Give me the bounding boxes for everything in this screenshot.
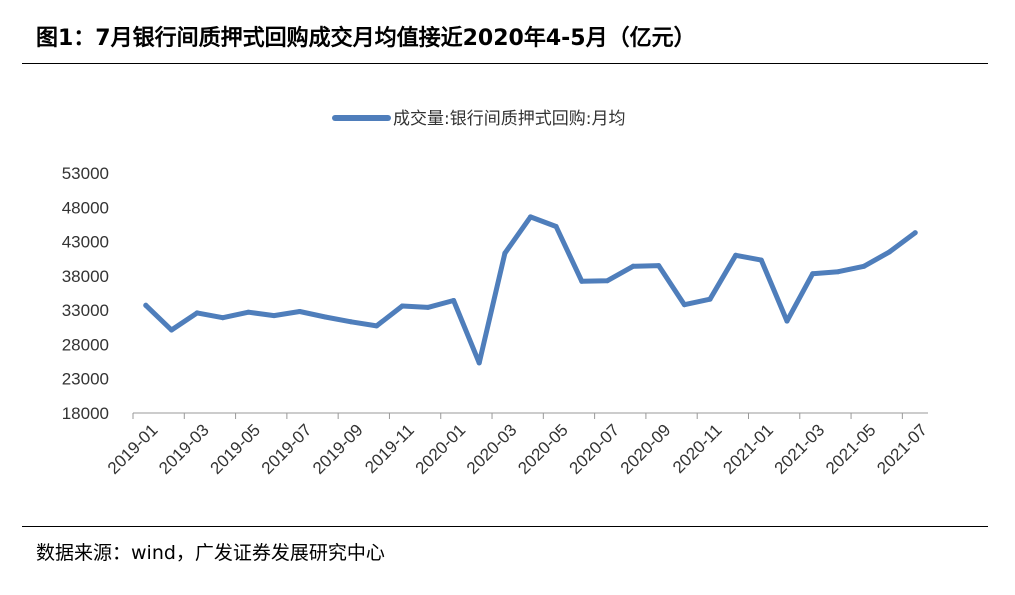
x-tick-label: 2020-11 [669,420,726,477]
data-point [912,230,918,236]
data-point [348,319,354,325]
top-rule [22,63,988,64]
data-point [604,278,610,284]
data-point [220,315,226,321]
source-note: 数据来源：wind，广发证券发展研究中心 [36,542,385,564]
data-point [271,313,277,319]
data-point [374,323,380,329]
y-tick-label: 28000 [62,335,109,354]
y-tick-label: 38000 [62,267,109,286]
x-tick-label: 2021-01 [719,420,777,478]
data-point [681,302,687,308]
y-axis: 18000 23000 28000 33000 38000 43000 48000 53000 [62,164,109,423]
data-point [810,271,816,277]
data-point [579,278,585,284]
x-tick-label: 2021-07 [873,420,931,478]
data-point [297,309,303,314]
data-point [143,302,149,308]
y-tick-label: 33000 [62,301,109,320]
y-tick-label: 18000 [62,404,109,423]
bottom-rule [22,526,988,527]
x-tick-label: 2019-11 [361,420,418,477]
data-point [194,310,200,316]
x-tick-label: 2019-03 [155,420,213,478]
y-tick-label: 53000 [62,164,109,183]
series-layer [143,214,918,366]
x-tick-label: 2020-01 [412,420,470,478]
y-tick-label: 43000 [62,233,109,252]
data-point [835,269,841,275]
x-tick-label: 2019-01 [104,420,162,478]
x-tick-label: 2021-03 [771,420,829,478]
data-point [528,214,533,220]
legend-label: 成交量:银行间质押式回购:月均 [393,109,625,129]
y-tick-label: 48000 [62,198,109,217]
data-point [399,303,405,309]
x-tick-label: 2020-09 [617,420,675,478]
x-tick-label: 2020-03 [463,420,521,478]
data-point [656,263,662,269]
data-point [733,252,739,258]
x-tick-label: 2021-05 [822,420,880,478]
data-point [169,327,174,333]
data-point [758,257,764,263]
data-point [707,296,713,302]
data-point [784,318,790,324]
data-point [630,263,636,269]
x-tick-label: 2019-05 [207,420,265,478]
series-line [143,214,918,366]
data-point [322,314,328,320]
figure-title: 图1：7月银行间质押式回购成交月均值接近2020年4-5月（亿元） [36,26,696,51]
data-point [502,250,508,256]
data-point [476,360,482,366]
data-point [451,298,457,303]
y-tick-label: 23000 [62,370,109,389]
data-point [861,263,867,269]
x-tick-label: 2019-09 [309,420,367,478]
data-point [425,304,431,310]
data-point [887,249,892,255]
x-tick-label: 2020-05 [514,420,572,478]
data-point [553,224,559,229]
data-point [245,309,251,315]
chart-legend: 成交量:银行间质押式回购:月均 [332,109,625,129]
x-axis: 2019-012019-032019-052019-072019-092019-… [104,412,931,478]
x-tick-label: 2020-07 [566,420,624,478]
x-tick-label: 2019-07 [258,420,316,478]
